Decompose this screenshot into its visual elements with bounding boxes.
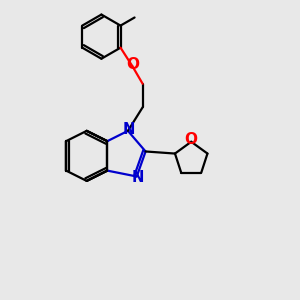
Text: N: N <box>122 122 135 137</box>
Text: O: O <box>126 56 139 71</box>
Text: O: O <box>185 132 198 147</box>
Text: N: N <box>131 170 143 185</box>
